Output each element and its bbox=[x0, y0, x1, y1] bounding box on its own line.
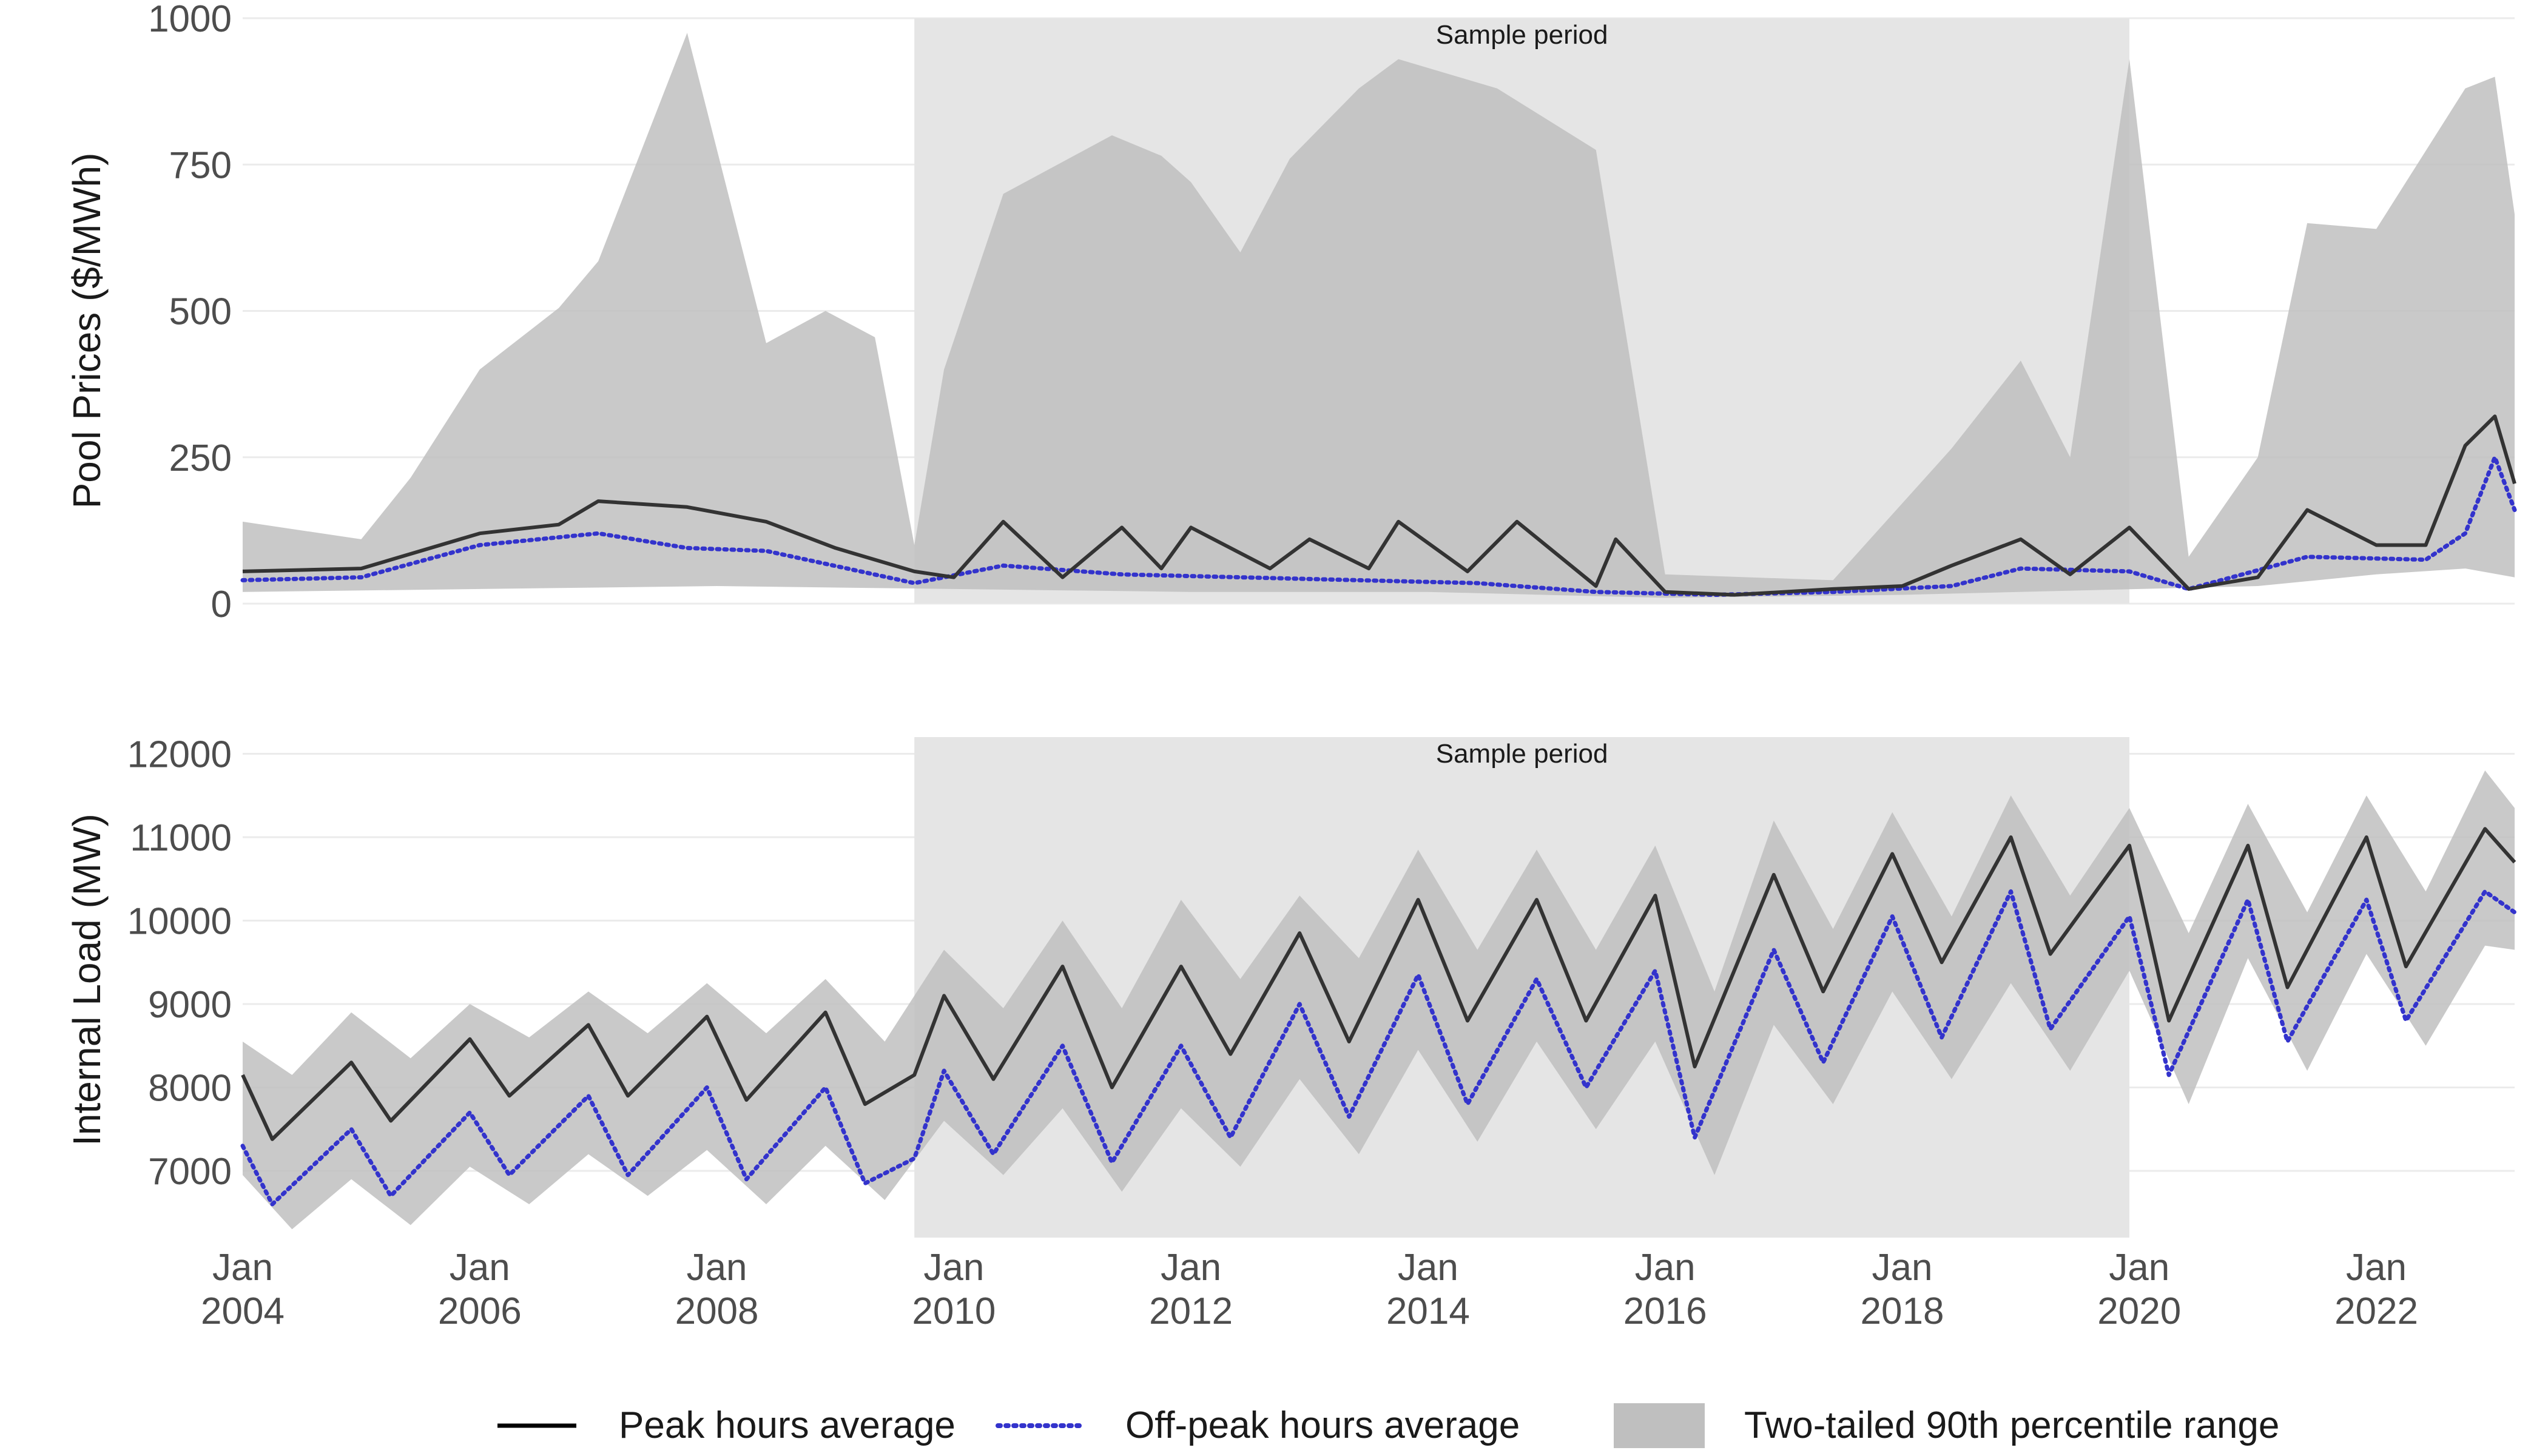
y-tick-label: 12000 bbox=[127, 734, 232, 776]
y-tick-label: 750 bbox=[169, 144, 232, 186]
y-tick-label: 10000 bbox=[127, 901, 232, 943]
price-panel: Sample period 0 250 500 750 1000 Pool Prices… bbox=[65, 0, 2517, 625]
price-peak-line bbox=[242, 414, 2516, 597]
price-y-axis-title: Pool Prices ($/MWh) bbox=[65, 153, 109, 509]
y-tick-label: 1000 bbox=[148, 0, 232, 40]
x-tick-label: Jan bbox=[1635, 1247, 1696, 1289]
x-tick-label: Jan bbox=[212, 1247, 273, 1289]
load-y-tick-labels: 7000 8000 9000 10000 11000 12000 bbox=[127, 734, 232, 1193]
legend-band-label: Two-tailed 90th percentile range bbox=[1744, 1404, 2279, 1446]
legend-offpeak-label: Off-peak hours average bbox=[1125, 1404, 1520, 1446]
price-sample-period-label: Sample period bbox=[1436, 20, 1608, 50]
x-tick-label: Jan bbox=[2346, 1247, 2407, 1289]
y-tick-label: 7000 bbox=[148, 1151, 232, 1193]
y-tick-label: 250 bbox=[169, 437, 232, 479]
x-tick-label: Jan bbox=[450, 1247, 510, 1289]
x-tick-label: 2010 bbox=[912, 1290, 996, 1332]
y-tick-label: 11000 bbox=[130, 817, 232, 859]
x-tick-label: 2012 bbox=[1149, 1290, 1233, 1332]
x-tick-label: 2014 bbox=[1386, 1290, 1470, 1332]
load-percentile-band bbox=[243, 770, 2515, 1230]
x-tick-label: 2006 bbox=[438, 1290, 522, 1332]
x-tick-label: Jan bbox=[1161, 1247, 1221, 1289]
x-tick-label: Jan bbox=[923, 1247, 984, 1289]
x-tick-label: Jan bbox=[1398, 1247, 1458, 1289]
x-tick-label: Jan bbox=[1872, 1247, 1932, 1289]
x-tick-label: Jan bbox=[2109, 1247, 2169, 1289]
x-tick-label: 2018 bbox=[1861, 1290, 1944, 1332]
price-percentile-band bbox=[243, 33, 2515, 598]
load-panel: Sample period 7000 8000 9000 10000 11000 1200… bbox=[65, 734, 2517, 1332]
y-tick-label: 0 bbox=[211, 584, 232, 625]
load-offpeak-line bbox=[240, 889, 2517, 1207]
load-y-axis-title: Internal Load (MW) bbox=[65, 814, 109, 1146]
x-tick-label: 2016 bbox=[1623, 1290, 1707, 1332]
load-peak-line bbox=[241, 827, 2516, 1141]
x-tick-label: 2020 bbox=[2097, 1290, 2181, 1332]
x-tick-label: 2004 bbox=[201, 1290, 285, 1332]
x-tick-label: Jan bbox=[687, 1247, 747, 1289]
x-tick-label: 2008 bbox=[675, 1290, 759, 1332]
y-tick-label: 8000 bbox=[148, 1068, 232, 1110]
y-tick-label: 500 bbox=[169, 291, 232, 333]
price-y-tick-labels: 0 250 500 750 1000 bbox=[148, 0, 232, 625]
legend: Peak hours average Off-peak hours averag… bbox=[497, 1403, 2279, 1448]
legend-peak-label: Peak hours average bbox=[619, 1404, 956, 1446]
x-tick-label: 2022 bbox=[2334, 1290, 2418, 1332]
price-offpeak-line bbox=[240, 455, 2517, 597]
legend-band-swatch bbox=[1614, 1403, 1705, 1448]
y-tick-label: 9000 bbox=[148, 984, 232, 1026]
load-sample-period-label: Sample period bbox=[1436, 739, 1608, 769]
x-tick-labels: Jan2004Jan2006Jan2008Jan2010Jan2012Jan20… bbox=[201, 1247, 2418, 1332]
